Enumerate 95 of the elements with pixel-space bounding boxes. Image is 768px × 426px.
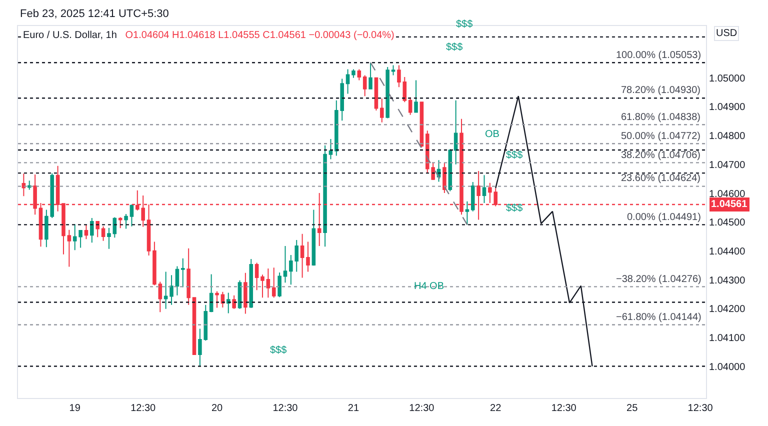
x-tick-label: 21 — [348, 403, 360, 414]
y-tick-label: 1.04300 — [709, 275, 746, 286]
candlestick — [300, 233, 304, 278]
candlestick — [357, 68, 362, 81]
candlestick — [328, 138, 333, 160]
candlestick — [374, 77, 378, 111]
candlestick — [84, 224, 88, 240]
candlestick — [306, 241, 310, 272]
ref-line-label: 100.00% (1.05053) — [616, 50, 702, 61]
candlestick — [442, 162, 446, 194]
ref-line-label: 1.04561 — [711, 199, 748, 210]
ref-line-label: 38.20% (1.04706) — [621, 150, 701, 161]
y-tick-label: 1.04800 — [709, 131, 746, 142]
candlestick — [130, 204, 134, 227]
candlestick — [254, 262, 259, 291]
x-tick-label: 12:30 — [130, 403, 156, 414]
y-tick-label: 1.04600 — [709, 188, 746, 200]
x-tick-label: 20 — [211, 403, 224, 414]
candlestick — [346, 68, 350, 94]
candlestick — [470, 182, 475, 212]
candlestick — [454, 100, 458, 165]
candlestick — [244, 272, 248, 314]
x-tick-label: 19 — [69, 403, 81, 414]
ref-line-label: −38.20% (1.04276) — [616, 274, 702, 285]
annotation: O1.04604 H1.04618 L1.04555 C1.04561 −0.00043 (−0.04%) — [125, 30, 394, 41]
candlestick — [380, 98, 384, 123]
x-tick-label: 12:30 — [688, 403, 714, 414]
candlestick — [465, 200, 470, 226]
x-tick-label: 12:30 — [272, 403, 298, 414]
candlestick — [27, 180, 32, 190]
y-tick-label: 1.04100 — [709, 332, 746, 344]
text: Feb 23, 2025 12:41 UTC+5:30 — [20, 8, 169, 20]
candlestick — [397, 64, 401, 88]
ref-line-label: 0.00% (1.04491) — [627, 212, 701, 223]
y-tick-label: 1.04700 — [709, 160, 746, 171]
candlestick — [260, 274, 264, 298]
candlestick — [278, 272, 282, 298]
candlestick — [323, 144, 327, 248]
candlestick — [209, 274, 214, 313]
candlestick — [226, 292, 230, 314]
candlestick — [175, 266, 180, 296]
candlestick — [386, 66, 390, 119]
y-tick-label: 1.04400 — [709, 246, 746, 258]
candlestick — [448, 148, 452, 192]
candlestick — [124, 214, 128, 230]
candlestick — [164, 271, 168, 310]
candlestick — [414, 80, 418, 114]
chart-title: Euro / U.S. Dollar, 1h — [23, 30, 117, 41]
candlestick — [186, 248, 190, 306]
candlestick — [107, 227, 111, 250]
candlestick — [362, 74, 367, 97]
candlestick — [67, 229, 72, 268]
y-tick-label: 1.04500 — [709, 218, 746, 229]
ref-line-label: −61.80% (1.04144) — [616, 312, 702, 323]
candlestick — [152, 241, 156, 286]
candlestick — [352, 68, 356, 78]
x-tick-label: 22 — [490, 403, 502, 414]
candlestick — [266, 268, 270, 298]
candlestick — [272, 267, 276, 298]
ref-line-label: 78.20% (1.04930) — [621, 85, 701, 96]
candlestick — [368, 62, 372, 90]
y-tick-label: 1.05000 — [709, 73, 746, 84]
x-tick-label: 12:30 — [551, 403, 577, 414]
x-tick-label: 12:30 — [409, 403, 435, 414]
candlestick — [158, 281, 162, 313]
candlestick — [249, 258, 254, 309]
candlestick — [101, 226, 106, 242]
ref-line-label: 50.00% (1.04772) — [621, 131, 701, 142]
candlestick — [215, 290, 219, 308]
candlestick — [312, 209, 316, 266]
annotation: $$$ — [270, 345, 288, 356]
y-tick-label: 1.04000 — [709, 362, 746, 373]
candlestick — [283, 246, 288, 284]
annotation: H4 OB — [414, 281, 444, 292]
y-tick-label: 1.04900 — [709, 102, 746, 114]
annotation: $$$ — [506, 150, 524, 161]
candlestick — [408, 96, 412, 116]
annotation: $$$ — [446, 42, 464, 53]
annotation: $$$ — [456, 19, 474, 30]
candlestick — [181, 258, 185, 288]
text: USD — [716, 28, 738, 39]
ref-line-label: 61.80% (1.04838) — [621, 112, 701, 123]
annotation: $$$ — [506, 203, 524, 214]
y-tick-label: 1.04200 — [709, 304, 746, 316]
candlestick — [170, 274, 174, 306]
annotation: OB — [485, 129, 500, 140]
ref-line-label: 23.60% (1.04624) — [621, 173, 701, 184]
candlestick — [391, 64, 396, 76]
x-tick-label: 25 — [626, 403, 638, 414]
candlestick — [22, 173, 26, 197]
candlestick — [482, 174, 486, 204]
candlestick — [90, 218, 94, 244]
candlestick — [118, 216, 122, 229]
candlestick — [402, 76, 407, 103]
candlestick — [232, 294, 236, 310]
